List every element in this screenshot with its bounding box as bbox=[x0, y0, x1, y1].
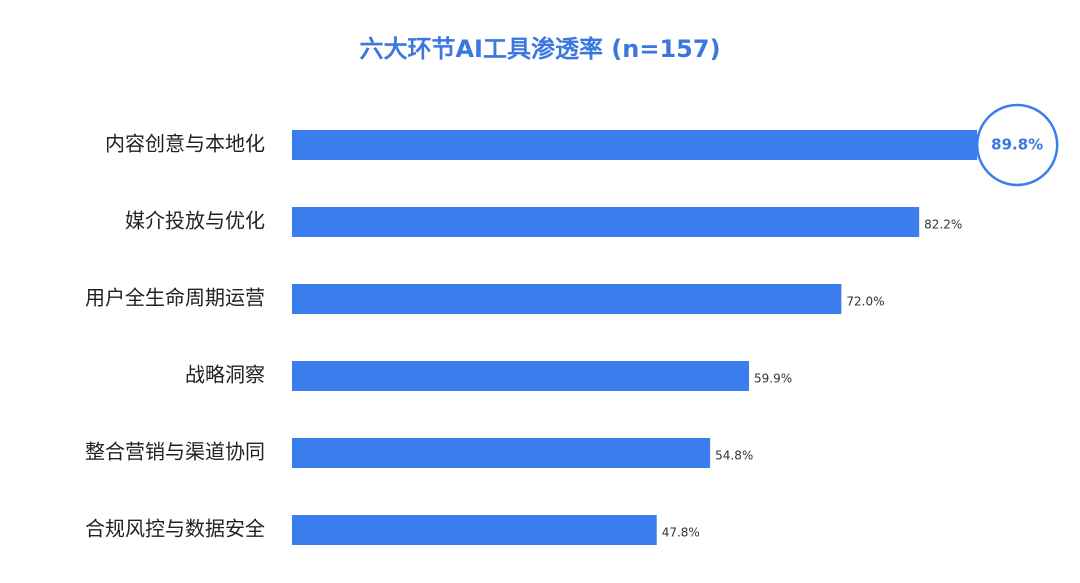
bar bbox=[292, 361, 750, 391]
value-label: 54.8% bbox=[715, 449, 753, 463]
category-label: 整合营销与渠道协同 bbox=[85, 440, 265, 464]
value-label: 59.9% bbox=[754, 372, 792, 386]
value-label: 72.0% bbox=[846, 295, 884, 309]
bar bbox=[292, 130, 978, 160]
value-label: 82.2% bbox=[924, 218, 962, 232]
bar bbox=[292, 515, 657, 545]
category-label: 战略洞察 bbox=[185, 363, 265, 387]
category-label: 内容创意与本地化 bbox=[105, 132, 265, 156]
category-label: 媒介投放与优化 bbox=[125, 209, 265, 233]
value-label: 89.8% bbox=[991, 136, 1043, 154]
chart-title: 六大环节AI工具渗透率 (n=157) bbox=[359, 35, 720, 63]
category-label: 用户全生命周期运营 bbox=[85, 286, 265, 310]
bar bbox=[292, 438, 711, 468]
bar bbox=[292, 207, 920, 237]
bar bbox=[292, 284, 842, 314]
category-label: 合规风控与数据安全 bbox=[85, 517, 265, 541]
highlight-circle bbox=[975, 103, 1059, 187]
value-label: 47.8% bbox=[662, 526, 700, 540]
